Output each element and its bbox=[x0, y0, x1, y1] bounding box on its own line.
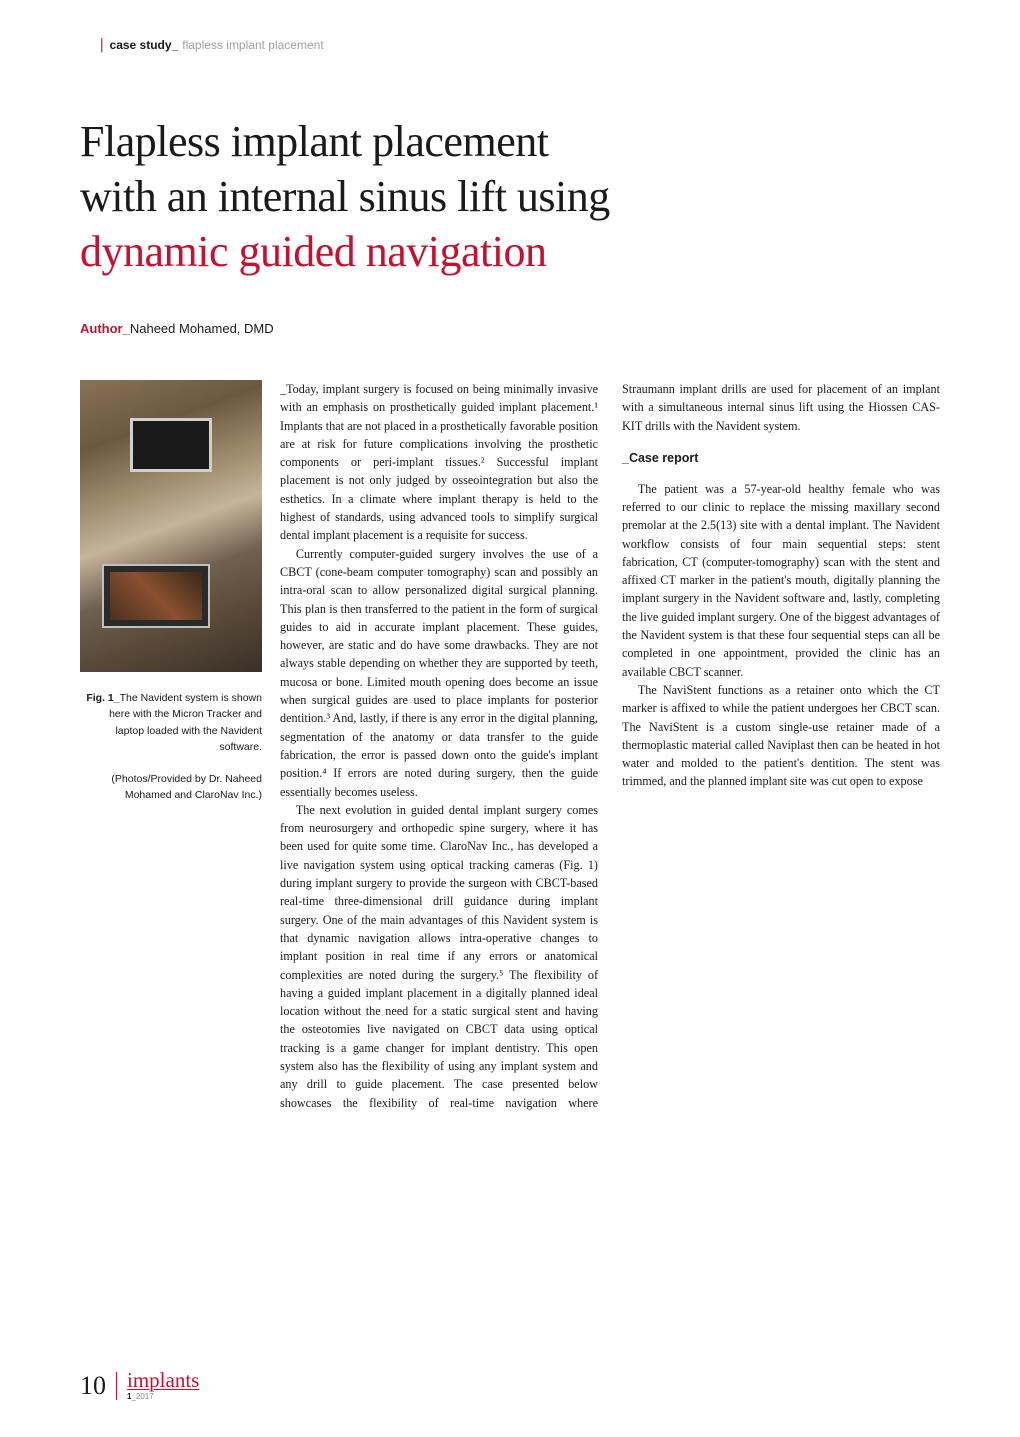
footer-brand-block: implants 1_2017 bbox=[127, 1370, 199, 1401]
sidebar-column: Fig. 1_The Navident system is shown here… bbox=[80, 380, 280, 1120]
figure-monitor-shape bbox=[130, 418, 212, 472]
header-accent-bar: | bbox=[100, 36, 104, 54]
issue-info: 1_2017 bbox=[127, 1393, 199, 1401]
author-byline: Author_Naheed Mohamed, DMD bbox=[80, 321, 940, 336]
figure-laptop-shape bbox=[102, 564, 210, 628]
body-text-columns: _Today, implant surgery is focused on be… bbox=[280, 380, 940, 1120]
title-line-1: Flapless implant placement bbox=[80, 114, 940, 169]
running-header: | case study_ flapless implant placement bbox=[80, 36, 940, 54]
figure-label: Fig. 1_ bbox=[86, 692, 119, 704]
article-title: Flapless implant placement with an inter… bbox=[80, 114, 940, 279]
figure-1-image bbox=[80, 380, 262, 672]
photo-credit: (Photos/Provided by Dr. Naheed Mohamed a… bbox=[80, 771, 262, 804]
figure-1-caption: Fig. 1_The Navident system is shown here… bbox=[80, 690, 262, 755]
journal-brand: implants bbox=[127, 1370, 199, 1391]
footer-divider bbox=[116, 1372, 117, 1400]
header-section: case study_ bbox=[110, 38, 179, 52]
author-name: Naheed Mohamed, DMD bbox=[130, 321, 274, 336]
paragraph-1: _Today, implant surgery is focused on be… bbox=[280, 380, 598, 545]
figure-caption-text: The Navident system is shown here with t… bbox=[109, 692, 262, 753]
title-line-2: with an internal sinus lift using bbox=[80, 169, 940, 224]
paragraph-2: Currently computer-guided surgery involv… bbox=[280, 545, 598, 801]
section-heading-case-report: _Case report bbox=[622, 449, 940, 468]
page-footer: 10 implants 1_2017 bbox=[80, 1370, 199, 1401]
paragraph-5: The NaviStent functions as a retainer on… bbox=[622, 681, 940, 791]
issue-year: _2017 bbox=[131, 1392, 153, 1401]
paragraph-4: The patient was a 57-year-old healthy fe… bbox=[622, 480, 940, 681]
title-line-3: dynamic guided navigation bbox=[80, 224, 940, 279]
author-label: Author_ bbox=[80, 321, 130, 336]
page-number: 10 bbox=[80, 1371, 106, 1401]
content-area: Fig. 1_The Navident system is shown here… bbox=[80, 380, 940, 1120]
header-topic: flapless implant placement bbox=[182, 38, 323, 52]
